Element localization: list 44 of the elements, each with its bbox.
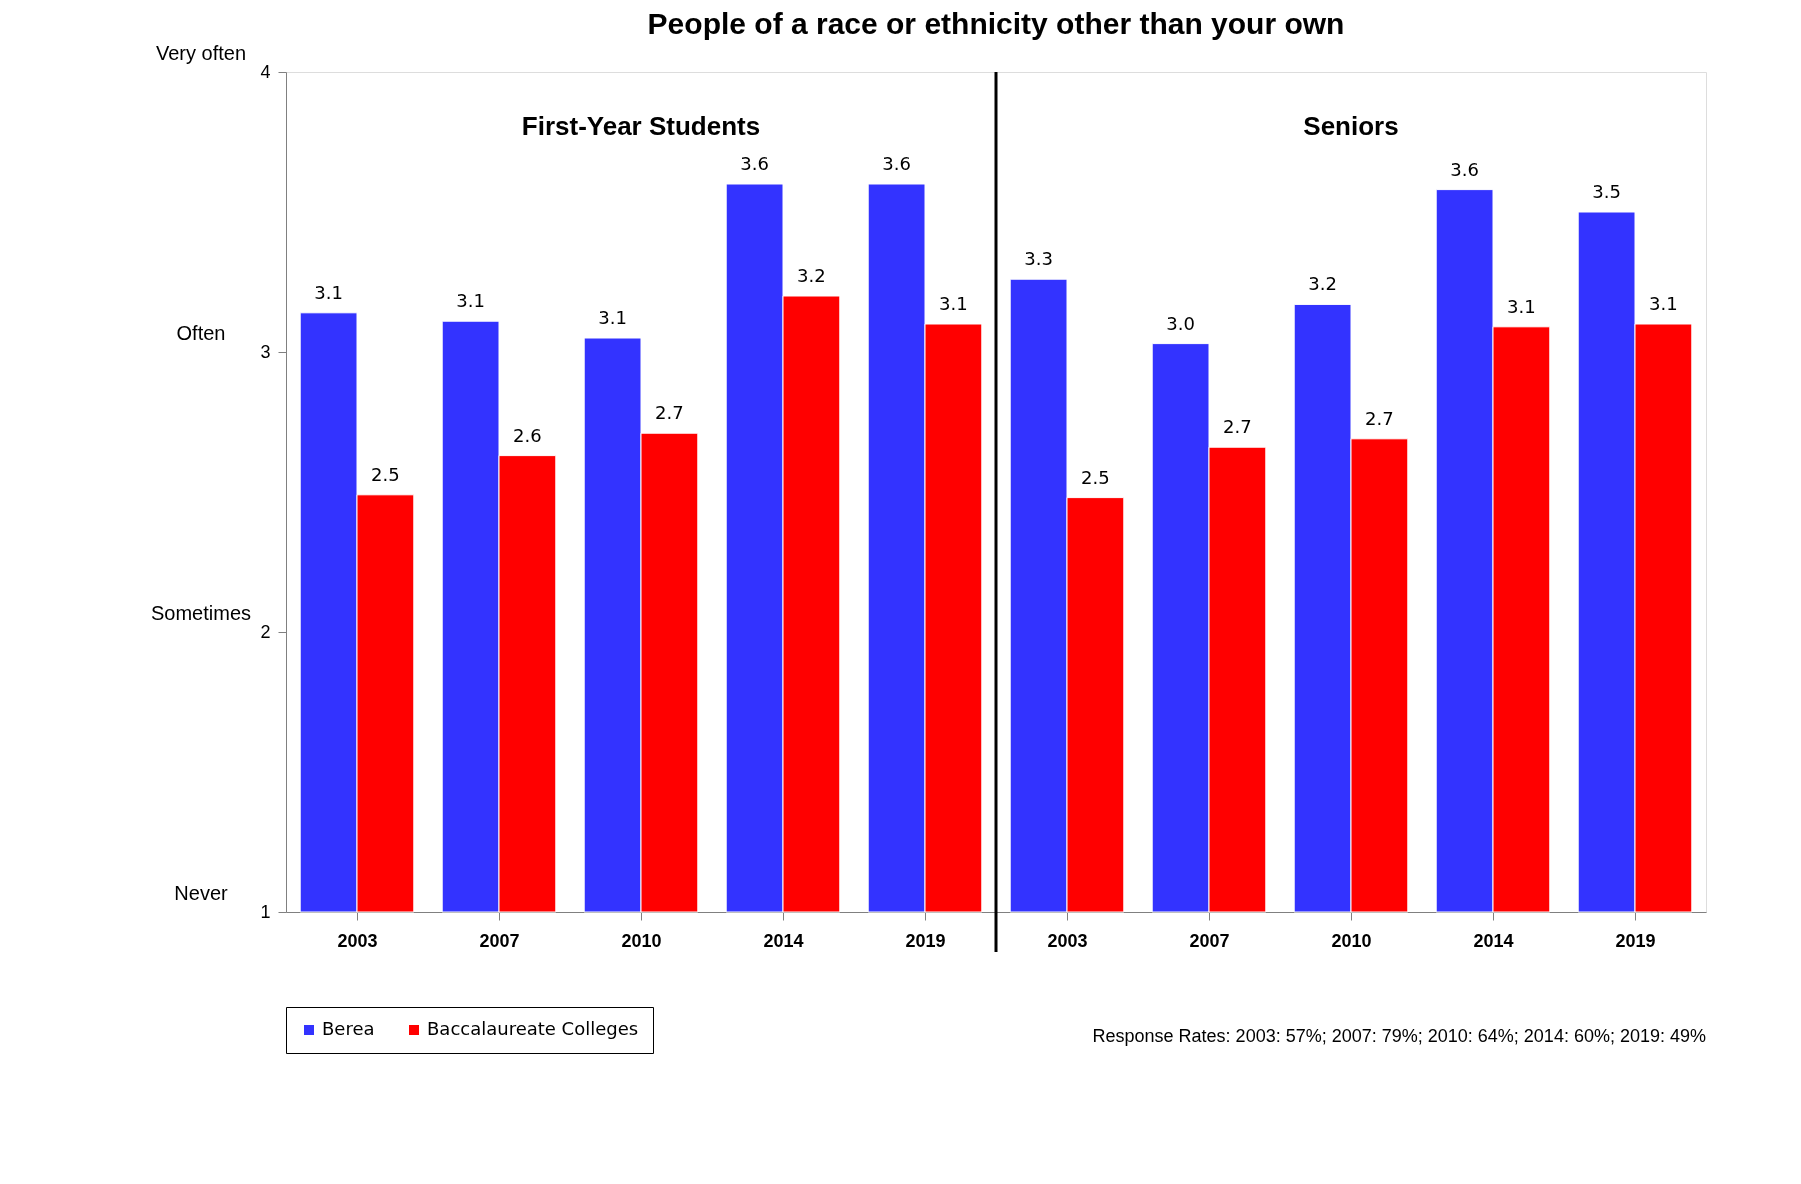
x-tick-label: 2014 [763,930,804,951]
data-label: 3.6 [882,153,911,174]
y-tick-label: 1 [260,901,271,922]
data-label: 3.5 [1592,181,1621,202]
data-label: 2.7 [1365,407,1394,429]
legend-label: Baccalaureate Colleges [427,1018,639,1039]
chart-title: People of a race or ethnicity other than your own [647,7,1345,40]
x-tick-label: 2014 [1473,930,1514,951]
text: Sometimes [150,602,252,624]
text: Very often [155,42,247,64]
legend-label: Berea [322,1018,375,1039]
text: Response Rates: 2003: 57%; 2007: 79%; 2010: 64%; 2014: 60%; 2019: 49% [1092,1026,1706,1046]
data-label: 2.7 [655,402,684,424]
x-tick-label: 2007 [1189,930,1230,951]
y-tick-label: 3 [260,341,271,362]
y-tick-label: 2 [260,621,271,642]
x-tick-label: 2019 [1615,930,1656,951]
data-label: 3.1 [456,290,485,312]
text: Never [174,882,229,904]
x-tick-label: 2003 [1047,930,1088,951]
data-label: 3.0 [1166,312,1195,334]
x-tick-label: 2019 [905,930,946,951]
data-label: 3.6 [1450,158,1479,180]
x-tick-label: 2007 [479,930,520,951]
data-label: 2.5 [1081,466,1110,488]
data-label: 3.3 [1024,248,1053,270]
data-label: 3.1 [939,293,968,314]
text: Often [176,322,226,344]
y-tick-label: 4 [260,61,271,82]
data-label: 2.6 [513,424,542,446]
x-tick-label: 2010 [1331,930,1372,951]
data-label: 3.1 [1649,293,1678,314]
data-label: 3.1 [598,307,627,328]
annotation: First-Year Students [521,111,761,141]
annotation: Seniors [1303,111,1399,141]
data-label: 2.5 [371,463,400,485]
data-label: 3.1 [1507,295,1536,317]
x-tick-label: 2010 [621,930,662,951]
data-label: 3.2 [1308,273,1337,295]
data-label: 3.1 [314,281,343,303]
data-label: 2.7 [1223,416,1252,438]
data-label: 3.2 [797,265,826,286]
data-label: 3.6 [740,153,769,174]
x-tick-label: 2003 [337,930,378,951]
